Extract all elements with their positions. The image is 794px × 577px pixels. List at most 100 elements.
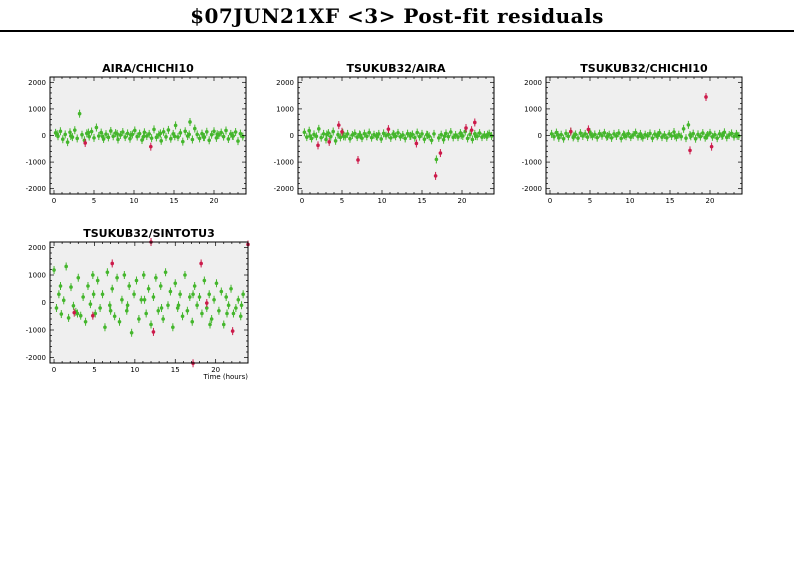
data-point xyxy=(75,134,79,143)
x-tick-label: 15 xyxy=(170,197,179,205)
data-point xyxy=(108,301,112,310)
data-point xyxy=(729,129,734,138)
x-tick-label: 15 xyxy=(666,197,675,205)
x-tick-label: 5 xyxy=(92,366,96,374)
data-point xyxy=(367,128,372,137)
data-point xyxy=(100,290,105,299)
data-point xyxy=(91,290,96,299)
flagged-point xyxy=(473,118,477,127)
data-point xyxy=(88,300,93,309)
data-point xyxy=(163,268,168,277)
data-point xyxy=(214,279,219,288)
data-point xyxy=(127,282,131,290)
data-point xyxy=(61,135,65,144)
y-tick-label: 0 xyxy=(290,132,294,140)
data-point xyxy=(365,132,369,141)
y-tick-label: 2000 xyxy=(28,244,46,252)
data-point xyxy=(188,293,192,301)
data-point xyxy=(83,317,88,326)
title-rule xyxy=(0,30,794,32)
data-point xyxy=(101,132,105,141)
data-point xyxy=(439,130,444,139)
data-point xyxy=(224,293,228,301)
data-point xyxy=(629,133,633,142)
data-point xyxy=(217,306,221,315)
data-point xyxy=(673,131,677,140)
data-point xyxy=(71,301,76,310)
page-title: $07JUN21XF <3> Post-fit residuals xyxy=(190,4,604,28)
data-point xyxy=(396,128,400,137)
data-point xyxy=(154,273,158,282)
data-point xyxy=(221,132,226,141)
data-point xyxy=(353,129,357,138)
x-tick-label: 0 xyxy=(52,197,56,205)
x-tick-label: 5 xyxy=(588,197,592,205)
data-point xyxy=(173,279,178,288)
data-point xyxy=(215,130,219,139)
data-point xyxy=(605,132,610,141)
data-point xyxy=(617,129,621,138)
data-point xyxy=(233,128,238,137)
data-point xyxy=(187,130,191,139)
data-point xyxy=(312,130,316,139)
data-point xyxy=(105,268,110,277)
data-point xyxy=(425,130,430,139)
data-point xyxy=(379,134,384,143)
data-point xyxy=(59,310,64,319)
data-point xyxy=(583,129,587,138)
data-point xyxy=(362,129,367,138)
data-point xyxy=(696,130,700,139)
data-point xyxy=(585,133,590,142)
data-point xyxy=(158,129,163,138)
data-point xyxy=(345,129,350,138)
data-point xyxy=(197,134,202,143)
flagged-point xyxy=(433,171,438,180)
data-point xyxy=(200,309,204,318)
data-point xyxy=(193,124,197,133)
chart-title: AIRA/CHICHI10 xyxy=(102,62,194,75)
data-point xyxy=(111,132,115,141)
data-point xyxy=(552,132,556,141)
data-point xyxy=(405,129,410,138)
x-tick-label: 10 xyxy=(130,366,139,374)
flagged-point xyxy=(586,125,591,134)
data-point xyxy=(64,262,68,271)
data-point xyxy=(159,136,163,145)
data-point xyxy=(593,130,597,139)
data-point xyxy=(456,133,460,142)
data-point xyxy=(236,295,241,304)
data-point xyxy=(465,134,470,143)
data-point xyxy=(207,136,211,145)
data-point xyxy=(178,290,182,299)
data-point xyxy=(336,130,340,139)
data-point xyxy=(401,130,405,139)
data-point xyxy=(159,304,164,312)
data-point xyxy=(595,133,599,142)
data-point xyxy=(681,124,686,133)
data-point xyxy=(89,127,94,136)
flagged-point xyxy=(204,299,209,308)
data-point xyxy=(355,133,360,142)
data-point xyxy=(86,282,90,290)
data-point xyxy=(78,311,83,320)
data-point xyxy=(112,312,117,321)
data-point xyxy=(169,134,173,143)
data-point xyxy=(226,134,231,143)
y-tick-label: -2000 xyxy=(522,185,542,193)
x-tick-label: 0 xyxy=(300,197,304,205)
data-point xyxy=(129,130,133,139)
data-point xyxy=(721,131,725,140)
data-point xyxy=(219,128,223,137)
data-point xyxy=(667,129,671,138)
data-point xyxy=(197,293,202,301)
data-point xyxy=(389,133,393,142)
data-point xyxy=(63,130,67,139)
y-tick-label: -2000 xyxy=(26,185,46,193)
y-tick-label: -1000 xyxy=(274,159,294,167)
chart-title: TSUKUB32/SINTOTU3 xyxy=(83,227,215,240)
data-point xyxy=(409,131,413,140)
flagged-point xyxy=(386,125,391,134)
data-point xyxy=(238,129,243,138)
flagged-point xyxy=(91,311,95,320)
x-tick-label: 15 xyxy=(418,197,427,205)
